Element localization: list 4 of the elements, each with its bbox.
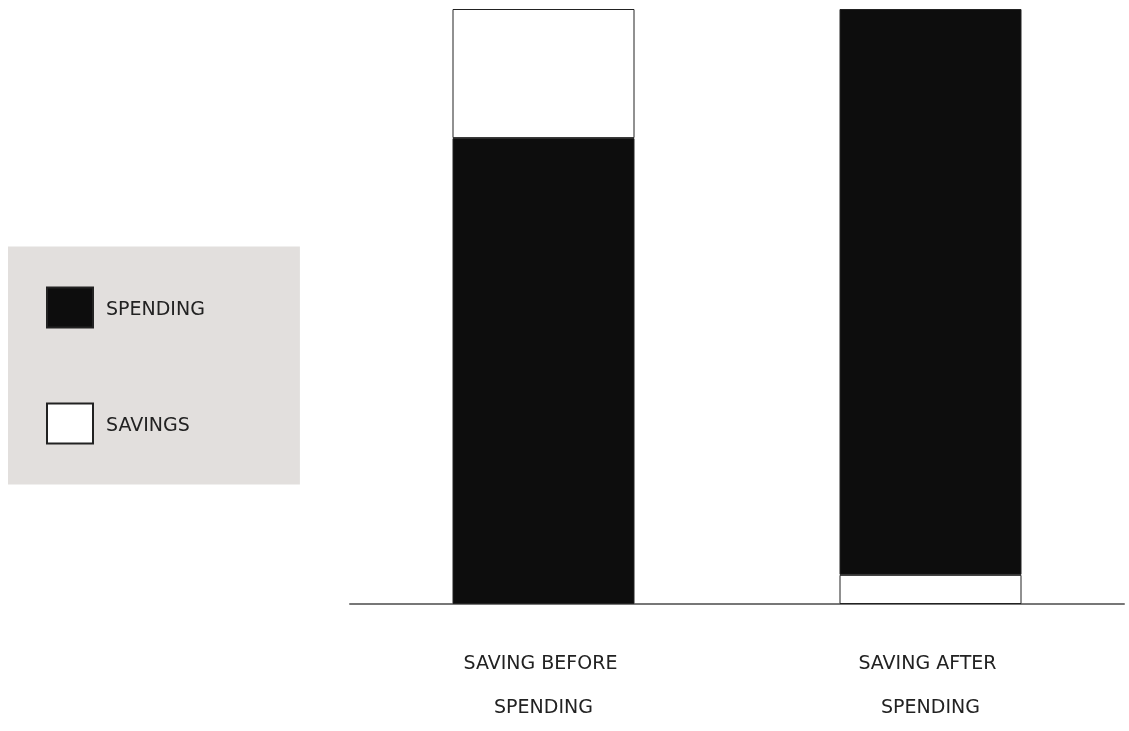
legend-label: SAVINGS <box>106 412 190 435</box>
x-tick-label: SAVING AFTER SPENDING <box>858 651 1003 717</box>
legend-label: SPENDING <box>106 296 205 319</box>
x-tick-label: SAVING BEFORE SPENDING <box>463 651 624 717</box>
